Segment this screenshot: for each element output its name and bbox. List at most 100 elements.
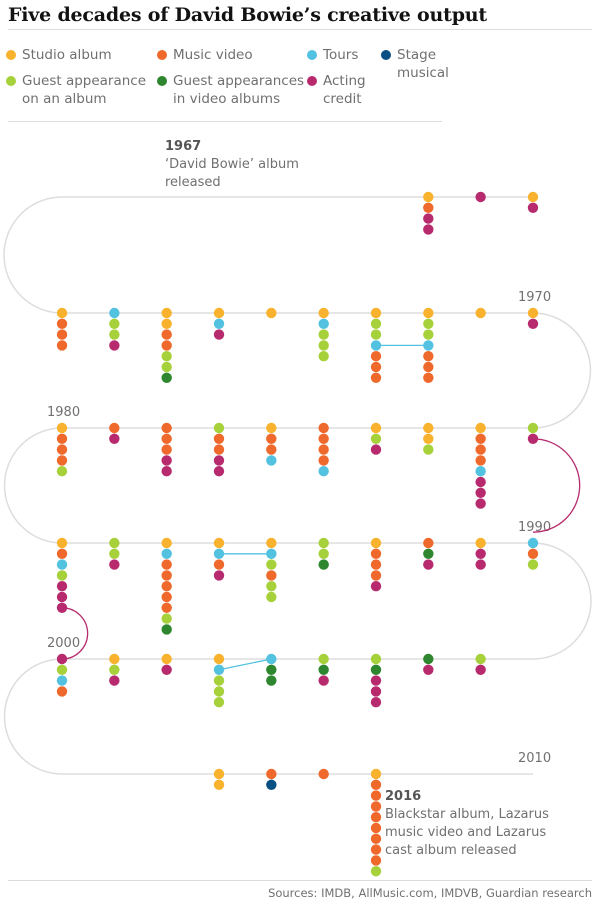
dot-1967-studio — [423, 191, 434, 203]
legend-label-studio: Studio album — [22, 47, 112, 63]
dot-2002-studio — [161, 653, 172, 665]
link-1999-2000 — [61, 607, 89, 660]
dot-1991-acting — [475, 559, 486, 570]
dot-1973-video — [370, 361, 382, 373]
dot-2005-guest — [318, 653, 329, 665]
dot-2006-acting — [370, 697, 382, 708]
title-divider — [8, 29, 592, 30]
dot-1984-video — [266, 444, 277, 455]
legend-swatch-video — [157, 50, 167, 60]
dot-1979-studio — [56, 307, 68, 319]
dot-1997-video — [161, 559, 172, 570]
dot-1974-tour — [318, 318, 329, 329]
dot-1976-tour — [213, 318, 225, 329]
dot-2000-video — [56, 686, 68, 697]
legend-swatch-guest — [6, 76, 16, 86]
dot-1993-video — [370, 548, 382, 559]
dot-1984-video — [266, 433, 277, 444]
dot-1992-guestvideo — [423, 548, 434, 559]
dot-1983-acting — [213, 455, 225, 466]
dot-1983-acting — [213, 466, 225, 477]
dot-1986-studio — [370, 422, 382, 434]
dot-1978-tour — [109, 307, 120, 319]
dot-1977-video — [161, 340, 172, 351]
dot-1972-studio — [423, 307, 434, 319]
dot-1997-video — [161, 570, 172, 581]
dot-2006-acting — [370, 686, 382, 697]
dot-1972-guest — [423, 329, 434, 340]
dot-1980-guest — [56, 466, 68, 477]
dot-1993-video — [370, 559, 382, 570]
dot-1990-tour — [527, 537, 539, 549]
dot-1976-acting — [213, 329, 225, 340]
dot-1967-acting — [423, 213, 434, 224]
dot-2008-acting — [475, 664, 486, 675]
dot-1985-video — [318, 422, 329, 434]
dot-2006-guestvideo — [370, 664, 382, 675]
dot-2007-guestvideo — [423, 653, 434, 665]
dot-1985-video — [318, 433, 329, 444]
dot-1968-acting — [475, 191, 486, 203]
dot-1967-acting — [423, 224, 434, 235]
dot-1973-studio — [370, 307, 382, 319]
dot-1993-acting — [370, 581, 382, 592]
dot-2013-video — [370, 855, 382, 866]
dot-1988-acting — [475, 498, 486, 509]
dot-1987-studio — [423, 422, 434, 434]
dot-1995-guest — [266, 559, 277, 570]
dot-1995-tour — [266, 548, 277, 559]
dot-1982-video — [161, 433, 172, 444]
dot-2001-acting — [109, 675, 120, 686]
annotation-end: 2016 Blackstar album, Lazarus music vide… — [385, 788, 555, 860]
dot-1987-studio — [423, 433, 434, 444]
dot-1993-video — [370, 570, 382, 581]
dot-1977-guest — [161, 351, 172, 362]
dot-1985-video — [318, 444, 329, 455]
dot-1983-video — [213, 444, 225, 455]
dot-1969-studio — [527, 191, 539, 203]
dot-2007-acting — [423, 664, 434, 675]
dot-1997-studio — [161, 537, 172, 549]
annotation-end-text: Blackstar album, Lazarus music video and… — [385, 807, 549, 858]
dot-1995-guest — [266, 581, 277, 592]
dot-2013-video — [370, 822, 382, 834]
annotation-end-year: 2016 — [385, 789, 422, 804]
dot-1974-guest — [318, 329, 329, 340]
dot-1978-guest — [109, 329, 120, 340]
annotation-start: 1967 ‘David Bowie’ album released — [165, 138, 305, 192]
dot-1983-guest — [213, 422, 225, 434]
dot-1990-guest — [527, 559, 539, 570]
legend-label-acting: Acting credit — [323, 73, 366, 107]
dot-1983-video — [213, 433, 225, 444]
dot-2000-guest — [56, 664, 68, 675]
dot-1980-video — [56, 433, 68, 444]
dot-2016-studio — [213, 768, 225, 780]
dot-2015-video — [266, 768, 277, 780]
dot-1974-studio — [318, 307, 329, 319]
legend-swatch-studio — [6, 50, 16, 60]
dot-1994-guest — [318, 537, 329, 549]
dot-1990-video — [527, 548, 539, 559]
dot-1972-tour — [423, 340, 434, 351]
dot-2013-video — [370, 833, 382, 844]
dot-2013-video — [370, 801, 382, 812]
dot-1979-video — [56, 340, 68, 351]
legend-swatch-tour — [307, 50, 317, 60]
dot-1973-guest — [370, 329, 382, 340]
dot-1973-video — [370, 351, 382, 362]
legend-label-stage: Stage musical — [397, 47, 449, 81]
legend-item-video: Music video — [157, 46, 303, 64]
dot-1972-guest — [423, 318, 434, 329]
dot-2004-guestvideo — [266, 675, 277, 686]
footer-divider — [8, 880, 592, 881]
dot-1986-acting — [370, 444, 382, 455]
dot-1974-guest — [318, 340, 329, 351]
legend-item-tour: Tours — [307, 46, 383, 64]
dot-1973-video — [370, 372, 382, 383]
dot-2003-studio — [213, 653, 225, 665]
dot-1970-studio — [527, 307, 539, 319]
dot-2005-acting — [318, 675, 329, 686]
dot-1977-studio — [161, 307, 172, 319]
dot-1972-video — [423, 372, 434, 383]
